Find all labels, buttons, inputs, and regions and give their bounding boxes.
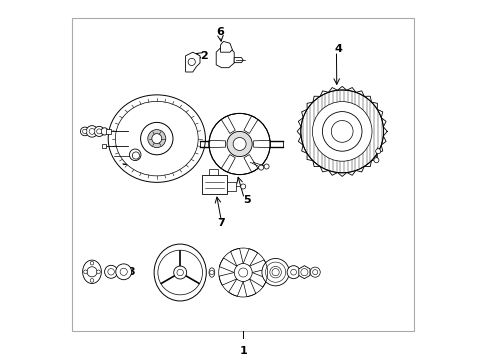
Circle shape bbox=[97, 129, 102, 134]
Circle shape bbox=[80, 127, 89, 136]
Circle shape bbox=[241, 184, 245, 189]
Circle shape bbox=[141, 122, 173, 155]
Circle shape bbox=[86, 126, 98, 137]
Polygon shape bbox=[249, 273, 267, 287]
Circle shape bbox=[90, 279, 94, 282]
Polygon shape bbox=[243, 249, 258, 266]
Circle shape bbox=[262, 258, 289, 286]
Polygon shape bbox=[249, 260, 268, 273]
Circle shape bbox=[97, 270, 100, 274]
Text: 2: 2 bbox=[200, 51, 207, 61]
Circle shape bbox=[301, 90, 384, 173]
Bar bbox=[202, 175, 227, 194]
Circle shape bbox=[116, 264, 132, 280]
Circle shape bbox=[374, 158, 379, 163]
Circle shape bbox=[174, 266, 187, 279]
Circle shape bbox=[148, 130, 166, 148]
Polygon shape bbox=[231, 248, 243, 266]
Text: 7: 7 bbox=[218, 218, 225, 228]
Polygon shape bbox=[234, 58, 243, 63]
Ellipse shape bbox=[108, 95, 205, 182]
Bar bbox=[227, 182, 236, 191]
Ellipse shape bbox=[154, 244, 206, 301]
Text: 1: 1 bbox=[239, 346, 247, 356]
Circle shape bbox=[132, 152, 140, 159]
Text: 3: 3 bbox=[128, 267, 135, 277]
Circle shape bbox=[310, 267, 320, 277]
Polygon shape bbox=[221, 116, 235, 134]
Ellipse shape bbox=[83, 260, 101, 284]
Circle shape bbox=[152, 134, 162, 144]
Text: 5: 5 bbox=[243, 195, 250, 205]
Circle shape bbox=[83, 129, 87, 134]
Text: 3: 3 bbox=[122, 157, 129, 167]
Circle shape bbox=[227, 131, 252, 157]
Circle shape bbox=[376, 149, 381, 154]
Bar bbox=[72, 18, 414, 331]
Circle shape bbox=[233, 138, 246, 150]
Circle shape bbox=[90, 261, 94, 265]
Polygon shape bbox=[220, 41, 232, 52]
Circle shape bbox=[129, 149, 141, 161]
Circle shape bbox=[313, 102, 372, 161]
Circle shape bbox=[89, 129, 95, 134]
Polygon shape bbox=[209, 140, 225, 148]
Circle shape bbox=[188, 58, 196, 66]
Circle shape bbox=[94, 126, 104, 136]
Polygon shape bbox=[299, 266, 310, 279]
Bar bbox=[106, 129, 111, 134]
Circle shape bbox=[259, 165, 264, 170]
Polygon shape bbox=[219, 273, 237, 285]
Polygon shape bbox=[229, 279, 243, 296]
Polygon shape bbox=[220, 258, 237, 273]
Text: 6: 6 bbox=[216, 27, 224, 37]
Polygon shape bbox=[186, 52, 200, 72]
Circle shape bbox=[87, 267, 97, 277]
Circle shape bbox=[322, 112, 362, 151]
Polygon shape bbox=[244, 116, 258, 134]
Circle shape bbox=[104, 265, 118, 278]
Ellipse shape bbox=[116, 101, 198, 176]
Ellipse shape bbox=[209, 268, 215, 277]
Circle shape bbox=[101, 128, 108, 135]
Polygon shape bbox=[244, 154, 258, 172]
Bar bbox=[102, 144, 106, 148]
Circle shape bbox=[234, 264, 252, 282]
Bar bbox=[209, 169, 218, 175]
Circle shape bbox=[84, 270, 87, 274]
Polygon shape bbox=[221, 154, 235, 172]
Polygon shape bbox=[254, 140, 270, 148]
Polygon shape bbox=[243, 279, 256, 297]
Polygon shape bbox=[216, 47, 234, 68]
Text: 4: 4 bbox=[335, 44, 343, 54]
Circle shape bbox=[264, 164, 269, 169]
Circle shape bbox=[287, 266, 300, 279]
Circle shape bbox=[209, 113, 270, 175]
